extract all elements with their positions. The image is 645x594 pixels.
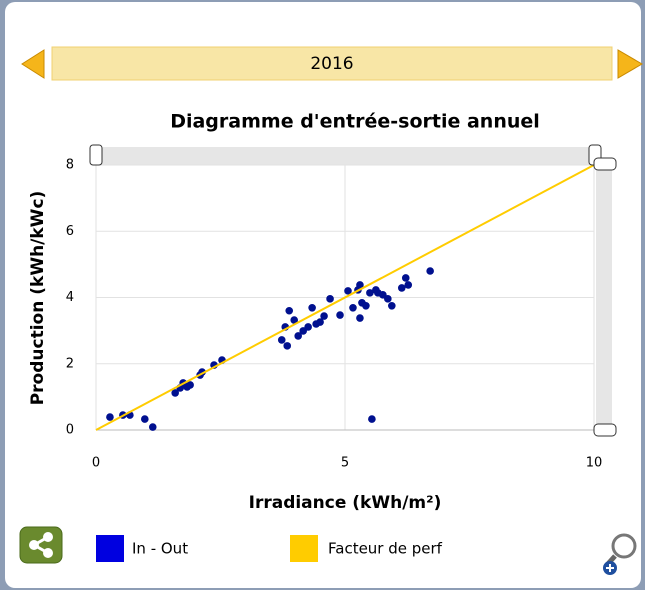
y-tick-label: 6	[66, 224, 74, 239]
point	[283, 342, 292, 350]
point	[401, 274, 410, 282]
point	[356, 281, 364, 289]
point	[171, 389, 179, 397]
year-label: 2016	[310, 54, 353, 74]
y-axis-label: Production (kWh/kWc)	[28, 191, 48, 406]
x-tick-label: 0	[92, 456, 100, 471]
point	[404, 281, 413, 289]
share-button[interactable]	[19, 526, 63, 564]
reference-line	[95, 164, 595, 431]
point	[186, 381, 194, 389]
point	[388, 301, 396, 310]
point	[316, 318, 324, 326]
y-tick-label: 4	[66, 290, 74, 305]
x-tick-label: 5	[341, 456, 349, 471]
point	[362, 301, 370, 310]
point	[366, 289, 374, 297]
chart-title: Diagramme d'entrée-sortie annuel	[170, 111, 540, 133]
point	[326, 295, 334, 303]
point	[294, 332, 302, 340]
point	[320, 312, 328, 320]
point	[277, 336, 286, 344]
point	[148, 423, 157, 431]
scroll-handle[interactable]	[593, 157, 617, 171]
next-year-arrow[interactable]	[617, 49, 643, 79]
point	[285, 306, 294, 315]
point	[336, 311, 344, 319]
point	[304, 323, 312, 331]
right-scrollbar[interactable]	[596, 165, 612, 430]
y-tick-label: 0	[66, 423, 74, 438]
point	[308, 303, 316, 312]
scroll-handle[interactable]	[89, 144, 103, 166]
year-bar[interactable]	[51, 46, 613, 81]
point	[368, 415, 376, 423]
legend-swatch	[290, 535, 318, 562]
point	[290, 316, 299, 324]
y-tick-label: 2	[66, 356, 74, 371]
point	[384, 295, 392, 303]
point	[349, 303, 357, 312]
top-scrollbar[interactable]	[96, 147, 598, 165]
point	[397, 284, 406, 292]
point	[106, 413, 114, 421]
legend-swatch	[96, 535, 124, 562]
prev-year-arrow[interactable]	[21, 49, 45, 79]
x-tick-label: 10	[586, 456, 603, 471]
scroll-handle[interactable]	[593, 423, 617, 437]
legend-label: Facteur de perf	[328, 540, 443, 558]
x-axis-label: Irradiance (kWh/m²)	[249, 493, 442, 513]
point	[141, 415, 149, 423]
y-tick-label: 8	[66, 158, 74, 173]
zoom-button[interactable]	[603, 533, 637, 575]
point	[344, 287, 352, 295]
point	[356, 314, 364, 322]
point	[426, 267, 434, 275]
legend-label: In - Out	[132, 540, 188, 558]
